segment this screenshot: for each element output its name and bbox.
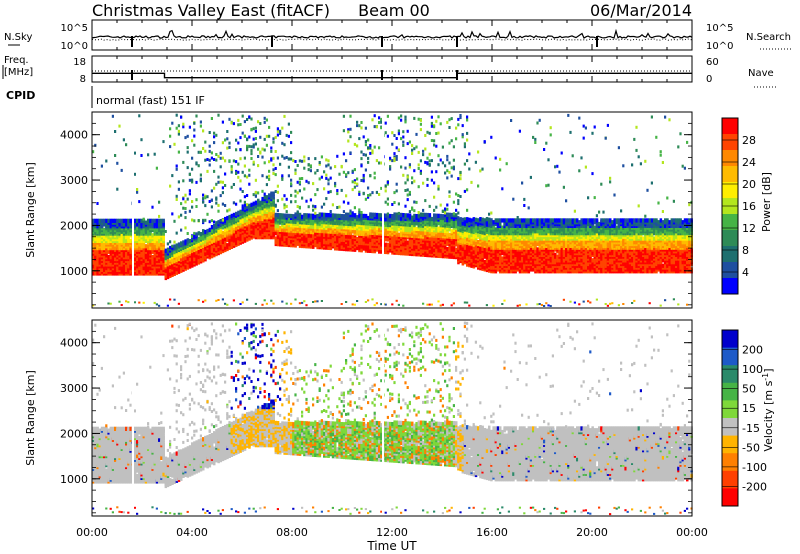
velocity-ylabel: Slant Range [km] <box>24 370 37 466</box>
freq-tick-bottom: 8 <box>80 74 86 85</box>
velocity-colorbar: 200 100 50 15 -15 -50 -100 -200 <box>721 329 767 507</box>
colorbar-tick-label: 28 <box>742 134 756 147</box>
range-tick-label: 1000 <box>60 473 88 486</box>
colorbar-tick-label: 8 <box>742 244 749 257</box>
cpid-label: CPID <box>6 89 35 102</box>
colorbar-tick-label: -100 <box>742 461 767 474</box>
range-tick-label: 1000 <box>60 265 88 278</box>
freq-unit: [MHz] <box>4 67 33 78</box>
time-tick-label: 00:00 <box>676 526 708 539</box>
colorbar-tick-label: 4 <box>742 266 749 279</box>
colorbar-tick-label: -15 <box>742 422 760 435</box>
power-cbar-label: Power [dB] <box>760 172 773 232</box>
cpid-value: normal (fast) 151 IF <box>96 94 205 107</box>
colorbar-tick-label: 12 <box>742 222 756 235</box>
colorbar-tick-label: 20 <box>742 178 756 191</box>
colorbar-tick-label: 15 <box>742 402 756 415</box>
time-tick-label: 00:00 <box>76 526 108 539</box>
power-panel: 1000 2000 3000 4000 Slant Range [km] 28 24 20… <box>24 111 773 309</box>
colorbar-tick-label: 200 <box>742 344 763 357</box>
freq-tick-top: 18 <box>73 57 86 68</box>
nave-tick-top: 60 <box>706 57 719 68</box>
nave-label: Nave <box>748 68 774 79</box>
power-data <box>92 112 693 308</box>
colorbar-tick-label: 16 <box>742 200 756 213</box>
velocity-data <box>92 320 693 516</box>
time-axis: 00:00 04:00 08:00 12:00 16:00 20:00 00:00 <box>76 526 708 539</box>
time-tick-label: 16:00 <box>476 526 508 539</box>
power-ylabel: Slant Range [km] <box>24 162 37 258</box>
time-tick-label: 08:00 <box>276 526 308 539</box>
colorbar-tick-label: 24 <box>742 156 756 169</box>
time-tick-label: 04:00 <box>176 526 208 539</box>
nsearch-tick-top: 10^5 <box>706 23 733 34</box>
range-tick-label: 2000 <box>60 427 88 440</box>
nsky-label: N.Sky <box>4 32 32 43</box>
colorbar-tick-label: 50 <box>742 383 756 396</box>
velocity-panel: 1000 2000 3000 4000 Slant Range [km] 200 100… <box>24 319 775 517</box>
time-axis-label: Time UT <box>366 539 417 553</box>
nsky-tick-top: 10^5 <box>61 23 88 34</box>
range-tick-label: 3000 <box>60 382 88 395</box>
velocity-cbar-label: Velocity [m s-1] <box>761 368 775 451</box>
cpid-panel: CPID normal (fast) 151 IF <box>6 86 205 108</box>
colorbar-tick-label: -50 <box>742 441 760 454</box>
noise-panel: N.Sky 10^5 10^0 10^5 10^0 N.Search <box>4 19 792 52</box>
time-tick-label: 12:00 <box>376 526 408 539</box>
range-tick-label: 4000 <box>60 337 88 350</box>
beam-label: Beam 00 <box>358 1 430 20</box>
colorbar-tick-label: 100 <box>742 363 763 376</box>
nsky-tick-bottom: 10^0 <box>61 41 88 52</box>
range-tick-label: 2000 <box>60 219 88 232</box>
nsearch-label: N.Search <box>746 32 791 43</box>
range-tick-label: 3000 <box>60 174 88 187</box>
power-colorbar: 28 24 20 16 12 8 4 <box>721 117 756 295</box>
station-title: Christmas Valley East (fitACF) <box>92 1 330 20</box>
colorbar-tick-label: -200 <box>742 480 767 493</box>
nave-tick-bottom: 0 <box>706 74 712 85</box>
date-label: 06/Mar/2014 <box>590 1 692 20</box>
time-tick-label: 20:00 <box>576 526 608 539</box>
freq-label: Freq. <box>4 55 29 66</box>
range-tick-label: 4000 <box>60 129 88 142</box>
nsearch-tick-bottom: 10^0 <box>706 41 733 52</box>
frequency-panel: Freq. [MHz] 18 8 60 0 Nave <box>2 55 778 88</box>
